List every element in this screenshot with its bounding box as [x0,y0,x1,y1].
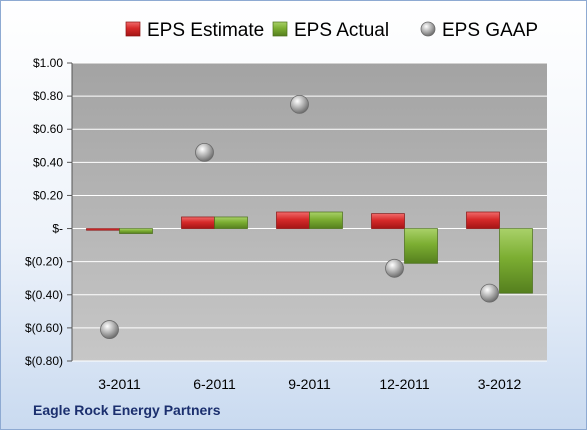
legend-label: EPS Actual [294,20,389,41]
point-eps-gaap [290,94,309,114]
point-eps-gaap [385,258,404,278]
legend-label: EPS Estimate [147,20,264,41]
bars [86,211,533,294]
y-tick-label: $1.00 [33,56,63,70]
bar-eps-estimate [181,216,215,229]
bar-eps-estimate [276,211,310,229]
bar-eps-estimate [86,228,120,231]
bar-eps-actual [499,228,533,294]
legend: EPS Estimate EPS Actual EPS GAAP [125,20,538,41]
y-axis: $1.00 $0.80 $0.60 $0.40 $0.20 $- $(0.20) $(0.40… [25,56,73,368]
bar-eps-actual [404,228,438,264]
bar-eps-estimate [466,211,500,229]
legend-swatch [125,21,141,37]
point-eps-gaap [195,142,214,162]
y-tick-label: $- [52,222,63,236]
legend-swatch [272,21,288,37]
bar-eps-estimate [371,213,405,229]
point-eps-gaap [480,283,499,303]
y-tick-label: $0.40 [33,155,63,169]
x-category-label: 3-2012 [478,376,522,392]
y-tick-label: $0.20 [33,188,63,202]
y-tick-label: $(0.20) [25,255,63,269]
x-category-label: 6-2011 [193,376,236,392]
y-tick-label: $(0.80) [25,354,63,368]
x-axis: 3-2011 6-2011 9-2011 12-2011 3-2012 [98,376,521,392]
legend-swatch [420,21,436,37]
y-tick-label: $0.60 [33,122,63,136]
gaap-points [100,94,499,339]
point-eps-gaap [100,320,119,339]
bar-eps-actual [119,228,153,234]
x-category-label: 9-2011 [288,376,331,392]
y-tick-label: $(0.40) [25,288,63,302]
y-tick-label: $(0.60) [25,321,63,335]
legend-label: EPS GAAP [442,20,538,41]
bar-eps-actual [309,211,343,229]
company-name: Eagle Rock Energy Partners [33,402,221,418]
x-category-label: 12-2011 [379,376,430,392]
x-category-label: 3-2011 [98,376,141,392]
y-tick-label: $0.80 [33,89,63,103]
bar-eps-actual [214,216,248,229]
